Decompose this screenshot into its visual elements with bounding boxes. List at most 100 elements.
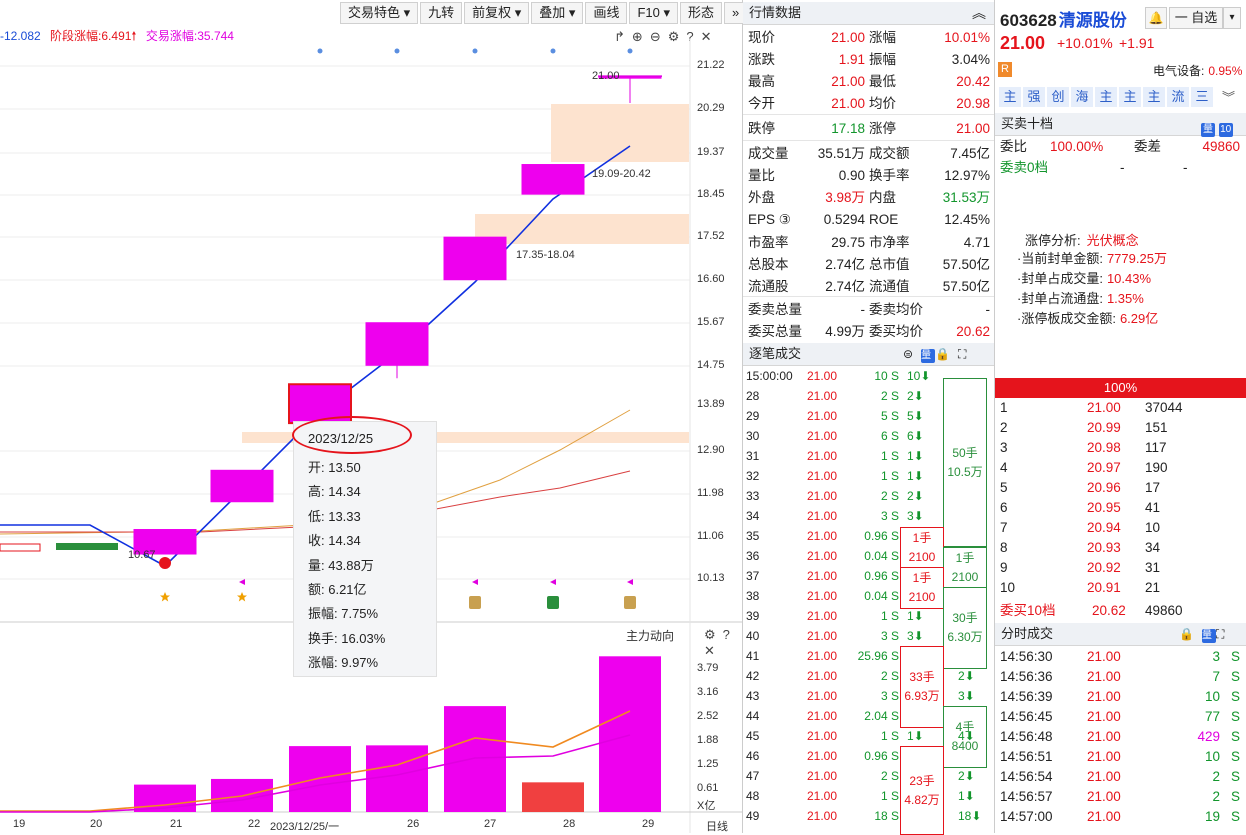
bid-row[interactable]: 4 20.97 190	[1000, 458, 1244, 478]
lock-icon[interactable]: 🔒	[935, 347, 959, 361]
bid-row[interactable]: 9 20.92 31	[1000, 558, 1244, 578]
sector[interactable]: 电气设备: 0.95%	[1153, 62, 1242, 79]
tick-side-mark: 4⬇	[958, 729, 975, 743]
bid-row[interactable]: 10 20.91 21	[1000, 578, 1244, 598]
stock-tag[interactable]: 创	[1047, 87, 1069, 107]
limit-value: 10.43%	[1106, 271, 1152, 286]
stock-tag[interactable]: 主	[1143, 87, 1165, 107]
stock-tag[interactable]: 流	[1167, 87, 1189, 107]
limit-concept[interactable]: 光伏概念	[1086, 233, 1139, 248]
quote-row: 市盈率 29.75 市净率 4.71	[743, 232, 994, 254]
double-chevron-down-icon[interactable]: ︾	[1222, 90, 1236, 105]
stock-tag[interactable]: 海	[1071, 87, 1093, 107]
tick-time: 15:00:00	[746, 369, 793, 383]
gear-icon[interactable]: ⚙	[667, 29, 687, 44]
tick-group-box: 4手 8400	[943, 706, 987, 768]
orderbook-title: 买卖十档	[1001, 116, 1054, 131]
bid-row[interactable]: 1 21.00 37044	[1000, 398, 1244, 418]
filter-icon[interactable]: ⊜	[903, 347, 922, 361]
tick-price: 21.00	[807, 669, 838, 683]
toolbar-button-6[interactable]: 形态	[680, 2, 723, 24]
highlight-circle	[292, 416, 412, 454]
volume-icon[interactable]: 量	[1201, 629, 1220, 643]
help-icon[interactable]: ?	[686, 29, 701, 44]
stock-tag[interactable]: 主	[999, 87, 1021, 107]
toolbar-button-4[interactable]: 画线	[585, 2, 628, 24]
volume-icon[interactable]: 量	[921, 349, 940, 363]
quote-row: 今开 21.00 均价 20.98	[743, 93, 994, 115]
quote-row: 跌停 17.18 涨停 21.00	[743, 118, 994, 140]
quote-cell: 市净率	[869, 235, 910, 250]
close-icon[interactable]: ✕	[700, 29, 719, 44]
tooltip-date: 2023/12/25	[308, 431, 374, 446]
tick-group-box: 1手 2100	[900, 527, 944, 569]
kline-chart-area[interactable]: -12.082 阶段涨幅:6.491🠕 交易涨幅:35.744 交易特色 ▾ 九转…	[0, 0, 748, 833]
help-icon[interactable]: ?	[722, 627, 737, 642]
stock-tag[interactable]: 强	[1023, 87, 1045, 107]
tick-price: 21.00	[807, 449, 838, 463]
toolbar-button-7[interactable]: »	[724, 2, 748, 24]
toolbar-button-2[interactable]: 前复权 ▾	[464, 2, 530, 24]
bid-vol: 190	[1145, 460, 1168, 475]
tick-vol: 3 S	[880, 689, 899, 703]
tick-vol: 25.96 S	[857, 649, 899, 663]
expand-icon[interactable]: ⛶	[958, 347, 975, 361]
collapse-icon[interactable]: ︽	[972, 5, 986, 21]
expand-icon[interactable]: ⛶	[1215, 627, 1233, 641]
tick-row: 41 21.00 25.96 S	[743, 646, 994, 666]
gear-icon[interactable]: ⚙	[704, 627, 723, 642]
price-axis-label: 16.60	[697, 273, 725, 285]
bid-level: 5	[1000, 480, 1008, 495]
trade-change: 交易涨幅:35.744	[145, 29, 234, 43]
bid-row[interactable]: 7 20.94 10	[1000, 518, 1244, 538]
share-icon[interactable]: ↱	[614, 29, 632, 44]
zoom-in-icon[interactable]: ⊕	[631, 29, 650, 44]
bid-row[interactable]: 5 20.96 17	[1000, 478, 1244, 498]
lock-icon[interactable]: 🔒	[1179, 627, 1202, 641]
ten-levels-icon[interactable]: 10	[1218, 123, 1233, 137]
tick-time: 43	[746, 689, 760, 703]
toolbar-button-3[interactable]: 叠加 ▾	[531, 2, 584, 24]
quote-cell: EPS ③	[748, 212, 791, 227]
limit-value: 7779.25万	[1106, 251, 1167, 266]
tick-group-b: 2100	[908, 550, 936, 564]
tooltip-lines: 开: 13.50 高: 14.34 低: 13.33 收: 14.34 量: 43.88…	[308, 456, 385, 676]
tick-vol: 3 S	[880, 629, 899, 643]
kline-svg[interactable]: 21.00 19.09-20.42 17.35-18.04 10.67	[0, 40, 742, 833]
bid-row[interactable]: 6 20.95 41	[1000, 498, 1244, 518]
bell-icon[interactable]: 🔔	[1145, 7, 1167, 29]
tick-row: 43 21.00 3 S	[743, 686, 994, 706]
tick-vol: 6 S	[880, 429, 899, 443]
bid-level: 6	[1000, 500, 1008, 515]
limit-row: ·当前封单金额: 7779.25万	[1017, 248, 1167, 267]
tick-count: 3⬇	[907, 629, 924, 643]
top-dot	[472, 48, 478, 54]
toolbar-button-5[interactable]: F10 ▾	[629, 2, 678, 24]
quote-cell: 最高	[748, 74, 775, 89]
bid-row[interactable]: 3 20.98 117	[1000, 438, 1244, 458]
limit-row: ·封单占流通盘: 1.35%	[1017, 288, 1144, 307]
stock-tag[interactable]: 三	[1191, 87, 1213, 107]
stock-tag[interactable]: 主	[1095, 87, 1117, 107]
self-select-button[interactable]: 一 自选	[1169, 7, 1223, 29]
tick-time: 36	[746, 549, 760, 563]
stock-tag[interactable]: 主	[1119, 87, 1141, 107]
tick-vol: 3 S	[880, 509, 899, 523]
bid-row[interactable]: 2 20.99 151	[1000, 418, 1244, 438]
quote-cell: -	[985, 302, 991, 317]
divider	[743, 114, 994, 115]
bid-vol: 151	[1145, 420, 1168, 435]
quote-cell: 流通值	[869, 279, 910, 294]
bid-row[interactable]: 8 20.93 34	[1000, 538, 1244, 558]
quote-cell: 2.74亿	[825, 257, 865, 272]
tt-side: S	[1230, 729, 1240, 744]
tick-time: 40	[746, 629, 760, 643]
stock-name[interactable]: 清源股份	[1058, 11, 1127, 30]
zoom-out-icon[interactable]: ⊖	[649, 29, 668, 44]
tt-price: 21.00	[1087, 749, 1121, 764]
close-icon[interactable]: ✕	[704, 643, 722, 658]
toolbar-button-0[interactable]: 交易特色 ▾	[340, 2, 419, 24]
volume-icon[interactable]: 量	[1201, 123, 1215, 137]
toolbar-button-1[interactable]: 九转	[420, 2, 463, 24]
chevron-down-icon[interactable]: ▾	[1223, 7, 1241, 29]
